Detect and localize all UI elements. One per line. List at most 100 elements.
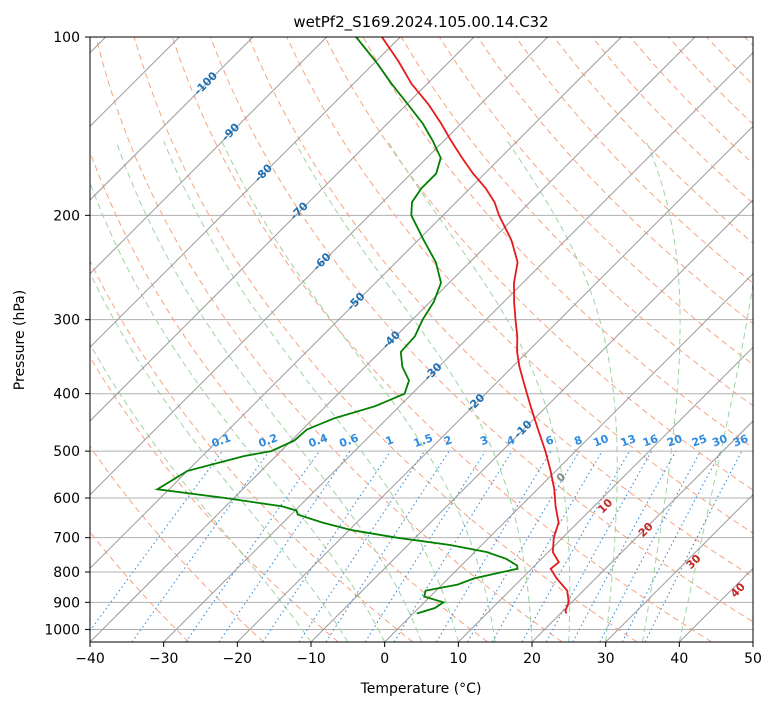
moist-adiabat [678, 280, 753, 642]
dry-adiabat [744, 37, 753, 47]
moist-adiabat [90, 181, 386, 642]
isotherm [310, 199, 753, 642]
dry-adiabat [591, 37, 753, 204]
isotherm [752, 641, 753, 642]
plot-area: -100-90-80-70-60-50-40-30-20-100.1 0.2 0.4… [90, 37, 753, 642]
isotherm [531, 420, 753, 642]
pressure-gridlines [90, 37, 753, 630]
mixing-ratio-line [298, 450, 425, 642]
moist-adiabat [507, 141, 618, 642]
dry-adiabat [706, 37, 753, 86]
x-tick-label: 0 [380, 651, 389, 667]
x-tick-label: 30 [597, 651, 615, 667]
axis-ticks: −40 −30 −20 −10 0 10 20 30 40 50 100 200 300 400 500 6 0… [44, 30, 762, 667]
isotherm [163, 51, 753, 642]
y-tick-label: 1000 [44, 622, 80, 638]
isotherm [678, 567, 753, 642]
mixing-ratio-label: 0.4 [307, 431, 330, 450]
mixing-ratio-line [467, 450, 580, 642]
mixing-ratio-label: 3 [478, 433, 490, 448]
dry-adiabat [90, 531, 190, 642]
moist-adiabat [642, 141, 681, 642]
dry-adiabat [90, 445, 264, 642]
dry-adiabat [553, 37, 753, 244]
moist-adiabats [90, 141, 753, 642]
dry-adiabat [90, 259, 414, 642]
y-tick-label: 700 [53, 531, 80, 547]
isotherm-label-upright: 30 [684, 552, 704, 572]
isotherm [90, 37, 328, 275]
mixing-ratio-lines [90, 450, 743, 642]
moist-adiabat [294, 141, 533, 642]
mixing-ratio-line [521, 450, 630, 642]
isotherm [605, 493, 753, 642]
mixing-ratio-label: 25 [690, 432, 709, 449]
mixing-ratio-label: 10 [592, 432, 611, 450]
isotherm-label-upright: 20 [636, 520, 656, 540]
mixing-ratio-label: 1.5 [412, 431, 435, 450]
dry-adiabat [438, 37, 753, 366]
mixing-ratio-line [131, 450, 270, 642]
mixing-ratio-label: 8 [572, 433, 584, 448]
x-tick-label: 50 [744, 651, 762, 667]
isotherm-label-upright: 10 [595, 496, 615, 516]
dry-adiabat [286, 37, 753, 534]
y-tick-label: 300 [53, 313, 80, 329]
x-tick-label: 20 [523, 651, 541, 667]
x-tick-label: −20 [223, 651, 253, 667]
mixing-ratio-line [185, 450, 320, 642]
mixing-ratio-label: 16 [641, 432, 660, 450]
x-tick-label: −40 [75, 651, 105, 667]
dry-adiabat [668, 37, 753, 125]
mixing-ratio-label: 30 [710, 432, 729, 450]
plot-frame [89, 36, 754, 643]
moist-adiabat [90, 271, 349, 642]
temperature-profile [381, 37, 570, 614]
sounding-profiles [154, 37, 570, 615]
isotherm [90, 37, 475, 422]
x-tick-label: −30 [149, 651, 179, 667]
dry-adiabat [324, 37, 753, 491]
mixing-ratio-line [599, 450, 701, 642]
chart-title: wetPf2_S169.2024.105.00.14.C32 [293, 13, 548, 32]
mixing-ratio-line [572, 450, 677, 642]
mixing-ratio-label: 1 [384, 433, 396, 448]
mixing-ratio-line [364, 450, 486, 642]
isotherm [90, 37, 696, 642]
isotherm [90, 37, 254, 201]
dry-adiabat [133, 37, 638, 642]
mixing-ratio-line [90, 450, 223, 632]
moist-adiabat [221, 141, 496, 642]
isotherm [236, 125, 753, 642]
mixing-ratio-label: 4 [505, 433, 517, 448]
mixing-ratio-line [218, 450, 351, 642]
isotherm [90, 37, 549, 496]
mixing-ratio-line [435, 450, 552, 642]
mixing-ratio-line [393, 450, 513, 642]
y-tick-label: 800 [53, 565, 80, 581]
x-tick-label: −10 [296, 651, 326, 667]
isotherm-label-upright: 40 [728, 580, 748, 600]
moist-adiabat [387, 141, 571, 642]
mixing-ratio-label: 2 [442, 433, 454, 448]
y-axis-label: Pressure (hPa) [12, 290, 28, 390]
mixing-ratio-label: 13 [619, 432, 638, 449]
mixing-ratio-label: 6 [544, 433, 556, 448]
isotherm [457, 346, 753, 642]
x-tick-label: 40 [670, 651, 688, 667]
mixing-ratio-label: 0.1 [210, 431, 233, 450]
y-tick-label: 400 [53, 387, 80, 403]
dewpoint-profile [154, 37, 519, 615]
mixing-ratio-label: 0.6 [338, 431, 361, 450]
y-tick-label: 100 [53, 30, 80, 46]
moist-adiabat [163, 141, 459, 642]
isotherm [384, 272, 753, 642]
y-tick-label: 500 [53, 444, 80, 460]
skewed-isotherms [90, 37, 753, 642]
mixing-ratio-line [644, 450, 743, 642]
mixing-ratio-label: 0.2 [257, 431, 280, 450]
x-axis-label: Temperature (°C) [360, 681, 482, 697]
dry-adiabat [95, 37, 563, 642]
y-tick-label: 200 [53, 208, 80, 224]
